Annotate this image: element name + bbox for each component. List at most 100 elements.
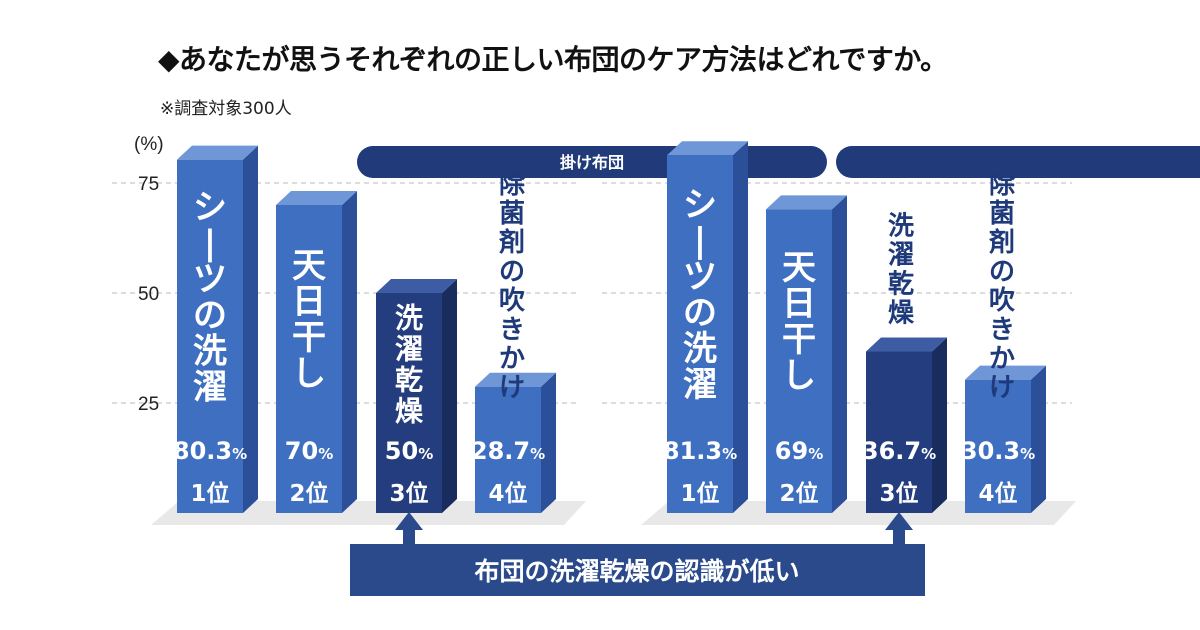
bar-value-label: 80.3% xyxy=(173,437,247,465)
bar-top xyxy=(766,195,847,210)
bar xyxy=(766,209,832,513)
chart-title-label: 掛け布団 xyxy=(560,153,624,172)
bar-side xyxy=(243,145,258,513)
svg-text:|: | xyxy=(694,221,706,261)
bar-side xyxy=(442,279,457,513)
y-tick-label: 25 xyxy=(138,394,159,415)
svg-text:か: か xyxy=(499,344,525,374)
bar-top xyxy=(276,191,357,205)
bar-value-label: 30.3% xyxy=(961,437,1035,465)
up-arrow-icon xyxy=(395,512,423,544)
bar xyxy=(866,351,932,513)
svg-text:吹: 吹 xyxy=(989,286,1015,316)
svg-text:シ: シ xyxy=(193,187,227,227)
svg-text:き: き xyxy=(499,315,525,345)
bar-side xyxy=(342,191,357,513)
y-tick-label: 75 xyxy=(138,174,159,195)
svg-text:し: し xyxy=(782,356,816,396)
bar-top xyxy=(376,279,457,293)
bar-value-label: 81.3% xyxy=(663,437,737,465)
bar-value-label: 69% xyxy=(775,437,823,465)
svg-text:洗: 洗 xyxy=(683,329,717,369)
svg-text:干: 干 xyxy=(782,320,816,360)
bar-side xyxy=(1031,365,1046,513)
svg-text:洗: 洗 xyxy=(193,331,227,371)
svg-text:乾: 乾 xyxy=(888,269,914,299)
svg-text:菌: 菌 xyxy=(499,199,525,229)
svg-text:濯: 濯 xyxy=(193,367,227,407)
category-label: 洗濯乾燥 xyxy=(395,302,424,428)
svg-text:日: 日 xyxy=(782,284,816,324)
svg-text:天: 天 xyxy=(292,246,326,286)
bar-side xyxy=(733,141,748,513)
svg-text:の: の xyxy=(193,295,227,335)
svg-text:除: 除 xyxy=(499,169,526,200)
svg-text:天: 天 xyxy=(782,248,816,288)
svg-text:濯: 濯 xyxy=(395,333,423,366)
svg-text:洗: 洗 xyxy=(888,211,914,241)
bar-top xyxy=(475,372,556,387)
bar-rank-label: 3位 xyxy=(879,480,918,507)
svg-text:け: け xyxy=(989,373,1015,403)
chart-title: ◆あなたが思うそれぞれの正しい布団のケア方法はどれですか。 xyxy=(158,43,948,76)
svg-text:か: か xyxy=(989,344,1015,374)
bar-rank-label: 1位 xyxy=(680,480,719,507)
bar-top xyxy=(177,145,258,160)
bar-value-label: 70% xyxy=(285,437,333,465)
bar-value-label: 50% xyxy=(385,437,433,465)
svg-text:濯: 濯 xyxy=(888,240,914,270)
y-axis-unit: (%) xyxy=(134,134,164,155)
y-tick-label: 50 xyxy=(138,284,159,305)
svg-text:し: し xyxy=(292,354,326,394)
svg-text:シ: シ xyxy=(683,185,717,225)
svg-text:の: の xyxy=(683,293,717,333)
survey-note: ※調査対象300人 xyxy=(160,99,292,119)
bar xyxy=(177,159,243,513)
svg-text:ツ: ツ xyxy=(683,257,717,297)
bar-rank-label: 2位 xyxy=(779,480,818,507)
svg-text:剤: 剤 xyxy=(498,227,525,258)
bar-rank-label: 4位 xyxy=(978,480,1017,507)
bar xyxy=(667,155,733,513)
category-label: 洗濯乾燥 xyxy=(888,211,915,328)
bar-side xyxy=(832,195,847,513)
bar xyxy=(376,293,442,513)
svg-text:乾: 乾 xyxy=(395,364,423,397)
svg-text:濯: 濯 xyxy=(683,365,717,405)
svg-text:洗: 洗 xyxy=(395,302,423,335)
callout-banner-text: 布団の洗濯乾燥の認識が低い xyxy=(474,557,799,586)
svg-text:ツ: ツ xyxy=(193,259,227,299)
bar-rank-label: 2位 xyxy=(289,480,328,507)
bar xyxy=(475,386,541,513)
svg-text:剤: 剤 xyxy=(988,227,1015,258)
bar-value-label: 28.7% xyxy=(471,437,545,465)
bar-top xyxy=(866,337,947,352)
bar-top xyxy=(667,141,748,156)
svg-text:吹: 吹 xyxy=(499,286,525,316)
bar-rank-label: 4位 xyxy=(488,480,527,507)
bar-side xyxy=(541,372,556,513)
svg-text:|: | xyxy=(204,223,216,263)
bar xyxy=(276,205,342,513)
bar xyxy=(965,379,1031,513)
svg-text:燥: 燥 xyxy=(888,298,915,328)
bar-value-label: 36.7% xyxy=(862,437,936,465)
svg-text:菌: 菌 xyxy=(989,199,1015,229)
callout-banner xyxy=(350,544,925,596)
up-arrow-icon xyxy=(885,512,913,544)
svg-text:燥: 燥 xyxy=(395,395,424,428)
svg-text:の: の xyxy=(499,257,525,287)
bar-top xyxy=(965,365,1046,380)
svg-text:日: 日 xyxy=(292,282,326,322)
chart-title-pill xyxy=(836,146,1200,178)
svg-text:き: き xyxy=(989,315,1015,345)
bar-rank-label: 3位 xyxy=(389,480,428,507)
